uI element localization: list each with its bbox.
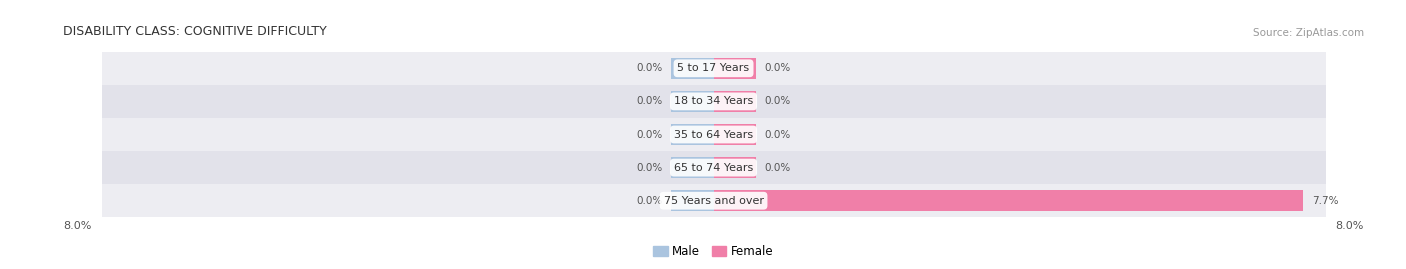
Bar [672, 157, 713, 178]
Bar [672, 58, 713, 79]
Text: 75 Years and over: 75 Years and over [664, 196, 763, 206]
Text: 18 to 34 Years: 18 to 34 Years [673, 96, 754, 107]
Text: 0.0%: 0.0% [765, 129, 792, 140]
Bar [672, 190, 713, 211]
Text: 0.0%: 0.0% [636, 196, 662, 206]
Text: 7.7%: 7.7% [1312, 196, 1339, 206]
Bar [713, 190, 1302, 211]
Text: 5 to 17 Years: 5 to 17 Years [678, 63, 749, 73]
Bar [101, 52, 1326, 85]
Text: Source: ZipAtlas.com: Source: ZipAtlas.com [1253, 28, 1364, 38]
Text: 0.0%: 0.0% [636, 162, 662, 173]
Legend: Male, Female: Male, Female [648, 240, 779, 263]
Text: 35 to 64 Years: 35 to 64 Years [673, 129, 754, 140]
Text: 65 to 74 Years: 65 to 74 Years [673, 162, 754, 173]
Bar [672, 124, 713, 145]
Text: DISABILITY CLASS: COGNITIVE DIFFICULTY: DISABILITY CLASS: COGNITIVE DIFFICULTY [63, 25, 328, 38]
Text: 0.0%: 0.0% [636, 63, 662, 73]
Bar [672, 91, 713, 112]
Bar [101, 118, 1326, 151]
Bar [101, 184, 1326, 217]
Bar [101, 85, 1326, 118]
Text: 0.0%: 0.0% [765, 162, 792, 173]
Text: 0.0%: 0.0% [636, 129, 662, 140]
Text: 0.0%: 0.0% [636, 96, 662, 107]
Bar [713, 58, 755, 79]
Bar [713, 124, 755, 145]
Bar [101, 151, 1326, 184]
Bar [713, 91, 755, 112]
Text: 8.0%: 8.0% [1336, 221, 1364, 231]
Text: 0.0%: 0.0% [765, 63, 792, 73]
Text: 8.0%: 8.0% [63, 221, 91, 231]
Text: 0.0%: 0.0% [765, 96, 792, 107]
Bar [713, 157, 755, 178]
